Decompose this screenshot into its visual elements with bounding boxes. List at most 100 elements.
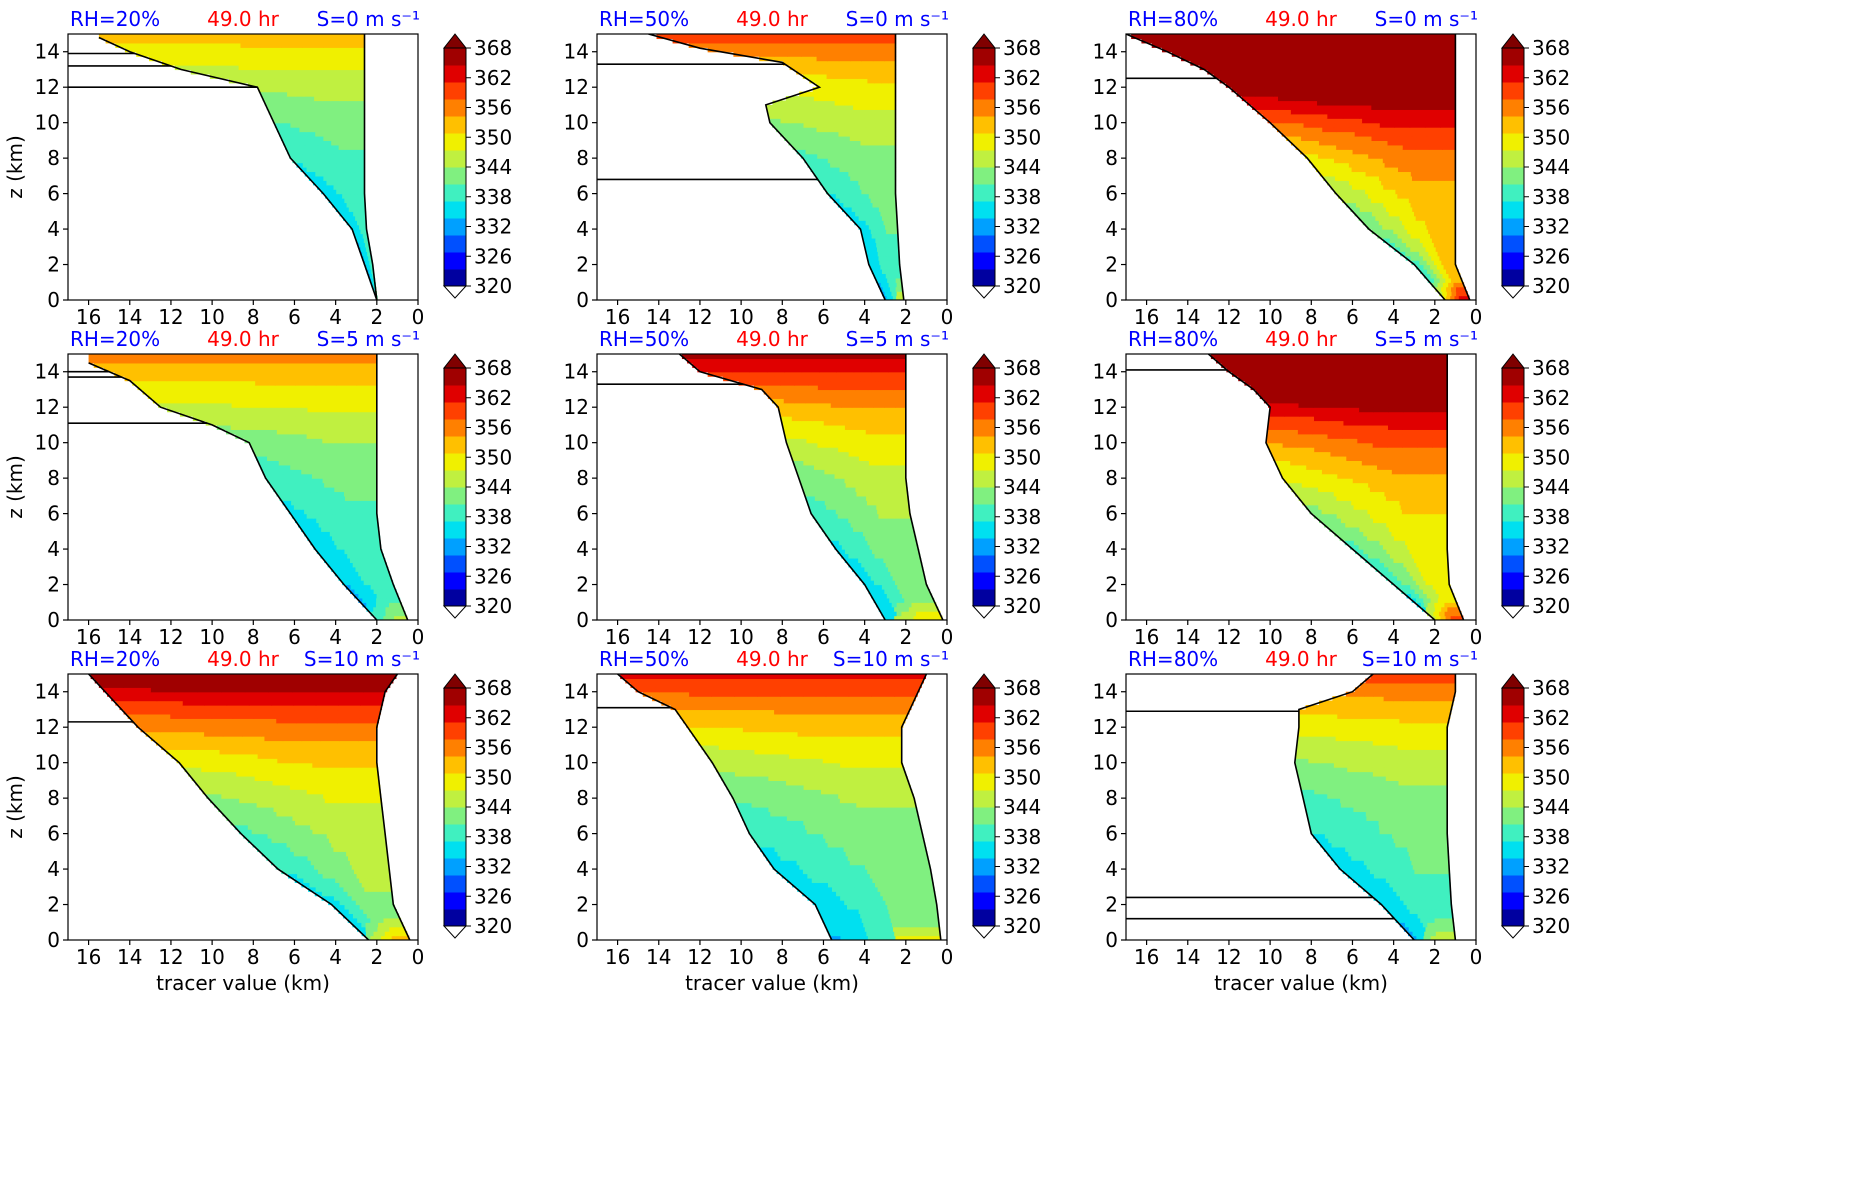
- field-cell: [821, 113, 833, 119]
- field-cell: [355, 175, 361, 181]
- field-cell: [1296, 433, 1313, 439]
- field-cell: [1268, 420, 1284, 426]
- field-cell: [814, 51, 829, 57]
- field-cell: [1293, 34, 1321, 40]
- field-cell: [370, 864, 381, 870]
- field-cell: [1415, 215, 1424, 221]
- field-cell: [845, 127, 857, 133]
- field-cell: [1303, 42, 1330, 48]
- field-cell: [1303, 389, 1321, 395]
- field-cell: [881, 246, 886, 252]
- field-cell: [895, 557, 903, 563]
- field-cell: [369, 557, 376, 563]
- field-cell: [297, 385, 318, 391]
- field-cell: [1434, 580, 1441, 586]
- field-cell: [793, 424, 804, 430]
- field-cell: [860, 376, 876, 382]
- field-cell: [847, 531, 856, 537]
- field-cell: [1386, 500, 1400, 506]
- field-cell: [1328, 447, 1344, 453]
- field-cell: [322, 886, 330, 892]
- field-cell: [1444, 282, 1449, 288]
- field-cell: [1375, 522, 1387, 528]
- field-cell: [181, 389, 202, 395]
- field-cell: [1446, 264, 1451, 270]
- field-cell: [822, 184, 830, 190]
- field-cell: [799, 407, 812, 413]
- field-cell: [1219, 51, 1244, 57]
- field-cell: [775, 389, 789, 395]
- field-cell: [354, 215, 357, 221]
- field-cell: [1372, 424, 1388, 430]
- field-cell: [1345, 380, 1364, 386]
- field-cell: [320, 526, 328, 532]
- field-cell: [284, 127, 293, 133]
- field-cell: [124, 376, 147, 382]
- field-cell: [351, 202, 355, 208]
- field-cell: [864, 180, 871, 186]
- field-cell: [256, 358, 282, 364]
- field-cell: [329, 433, 343, 439]
- field-cell: [1281, 131, 1297, 137]
- field-cell: [289, 464, 300, 470]
- field-cell: [911, 566, 918, 572]
- field-cell: [321, 895, 329, 901]
- field-cell: [279, 495, 289, 501]
- field-cell: [887, 291, 890, 297]
- field-cell: [1448, 233, 1457, 239]
- field-cell: [861, 215, 867, 221]
- field-cell: [810, 407, 822, 413]
- field-cell: [1444, 277, 1449, 283]
- field-cell: [360, 237, 362, 243]
- field-cell: [874, 500, 884, 506]
- field-cell: [1447, 273, 1452, 279]
- field-cell: [1256, 60, 1280, 66]
- field-cell: [1314, 500, 1328, 506]
- field-cell: [391, 935, 396, 940]
- field-cell: [906, 553, 914, 559]
- field-cell: [1281, 433, 1298, 439]
- field-cell: [362, 233, 364, 239]
- field-cell: [296, 455, 308, 461]
- field-cell: [883, 255, 887, 261]
- field-cell: [1403, 38, 1430, 44]
- colorbar-cell: [444, 235, 466, 253]
- field-cell: [724, 371, 742, 377]
- field-cell: [340, 184, 346, 190]
- field-cell: [268, 460, 279, 466]
- field-cell: [307, 460, 319, 466]
- field-cell: [364, 522, 373, 528]
- field-cell: [254, 416, 271, 422]
- field-cell: [104, 367, 128, 373]
- field-cell: [1299, 100, 1318, 106]
- field-cell: [891, 500, 901, 506]
- field-cell: [896, 260, 901, 266]
- field-cell: [1413, 251, 1420, 257]
- field-cell: [1257, 109, 1275, 115]
- field-cell: [1432, 447, 1448, 453]
- field-cell: [886, 268, 890, 274]
- field-cell: [874, 118, 886, 124]
- field-cell: [339, 171, 346, 177]
- field-cell: [1353, 171, 1366, 177]
- field-cell: [866, 500, 876, 506]
- field-cell: [1396, 211, 1406, 217]
- field-cell: [826, 478, 836, 484]
- field-cell: [391, 908, 397, 914]
- field-cell: [248, 73, 262, 79]
- x-tick-label: 2: [370, 305, 383, 329]
- field-cell: [1281, 367, 1301, 373]
- field-cell: [1383, 518, 1395, 524]
- field-cell: [343, 549, 350, 555]
- field-cell: [1343, 487, 1357, 493]
- field-cell: [833, 122, 845, 128]
- field-cell: [893, 295, 897, 300]
- field-cell: [336, 380, 358, 386]
- field-cell: [1322, 393, 1339, 399]
- field-cell: [304, 122, 313, 128]
- field-cell: [390, 615, 395, 620]
- field-cell: [348, 193, 353, 199]
- field-cell: [300, 469, 311, 475]
- field-cell: [871, 549, 879, 555]
- field-cell: [1298, 416, 1315, 422]
